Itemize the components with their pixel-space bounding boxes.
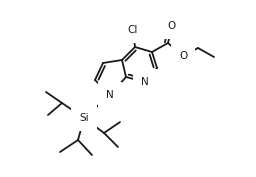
Text: N: N bbox=[141, 77, 149, 87]
Text: N: N bbox=[106, 90, 114, 100]
Text: O: O bbox=[168, 21, 176, 31]
Text: Si: Si bbox=[79, 113, 89, 123]
Text: O: O bbox=[179, 51, 187, 61]
Text: Cl: Cl bbox=[128, 25, 138, 35]
